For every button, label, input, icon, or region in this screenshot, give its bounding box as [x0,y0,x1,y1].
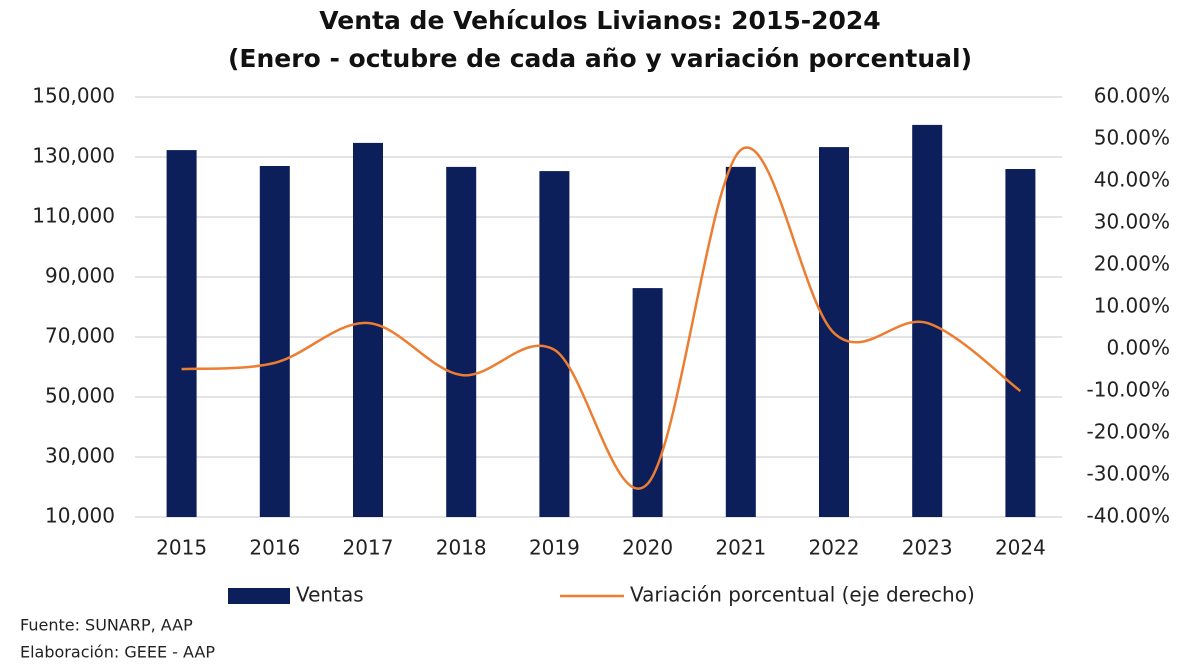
x-tick-label: 2022 [809,536,860,560]
chart-title: Venta de Vehículos Livianos: 2015-2024 [319,6,880,35]
bar [725,166,756,517]
legend-label: Variación porcentual (eje derecho) [630,583,975,607]
y2-tick-label: 20.00% [1094,252,1170,276]
y2-tick-label: 60.00% [1094,84,1170,108]
y-tick-label: 150,000 [32,84,115,108]
y2-tick-label: 50.00% [1094,126,1170,150]
y2-tick-label: -10.00% [1087,378,1170,402]
y2-tick-label: -30.00% [1087,462,1170,486]
legend-label: Ventas [296,583,364,607]
bar [353,142,383,517]
y2-tick-label: -20.00% [1087,420,1170,444]
y2-tick-label: 40.00% [1094,168,1170,192]
x-tick-label: 2021 [715,536,766,560]
y2-tick-label: -40.00% [1087,504,1170,528]
y-tick-label: 30,000 [45,444,115,468]
y2-tick-label: 0.00% [1106,336,1170,360]
x-tick-label: 2020 [622,536,673,560]
x-tick-label: 2023 [902,536,953,560]
y2-tick-label: 30.00% [1094,210,1170,234]
y-tick-label: 50,000 [45,384,115,408]
bar [1005,169,1036,517]
chart-subtitle: (Enero - octubre de cada año y variación… [228,44,972,73]
bar [539,171,570,517]
x-tick-label: 2016 [249,536,300,560]
bar [446,166,477,517]
x-tick-label: 2015 [156,536,207,560]
x-tick-label: 2024 [995,536,1046,560]
y-tick-label: 70,000 [45,324,115,348]
y-tick-label: 110,000 [32,204,115,228]
bar [166,150,197,517]
credits-note: Elaboración: GEEE - AAP [20,643,215,662]
y2-tick-label: 10.00% [1094,294,1170,318]
y-tick-label: 90,000 [45,264,115,288]
bar [259,166,290,517]
x-tick-label: 2019 [529,536,580,560]
bar [632,288,663,517]
y-tick-label: 10,000 [45,504,115,528]
source-note: Fuente: SUNARP, AAP [20,616,193,635]
legend-swatch [228,588,290,604]
y-tick-label: 130,000 [32,144,115,168]
line [181,146,1022,490]
x-tick-label: 2018 [436,536,487,560]
x-tick-label: 2017 [343,536,394,560]
